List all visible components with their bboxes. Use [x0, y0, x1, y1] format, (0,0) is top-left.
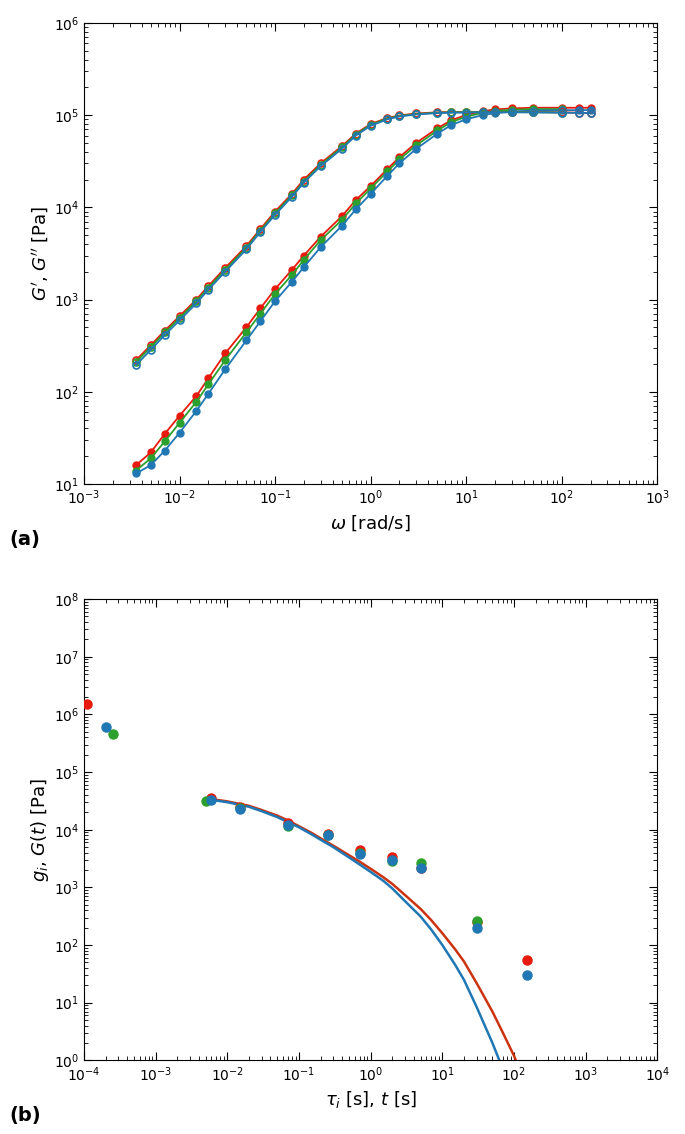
X-axis label: $\tau_i$ [s], $t$ [s]: $\tau_i$ [s], $t$ [s] — [325, 1090, 416, 1110]
Y-axis label: $g_i$, $G(t)$ [Pa]: $g_i$, $G(t)$ [Pa] — [29, 778, 51, 882]
X-axis label: $\omega$ [rad/s]: $\omega$ [rad/s] — [330, 513, 411, 533]
Text: (b): (b) — [10, 1107, 41, 1125]
Y-axis label: $G^{\prime}$, $G^{\prime\prime}$ [Pa]: $G^{\prime}$, $G^{\prime\prime}$ [Pa] — [31, 205, 51, 302]
Text: (a): (a) — [10, 530, 40, 549]
